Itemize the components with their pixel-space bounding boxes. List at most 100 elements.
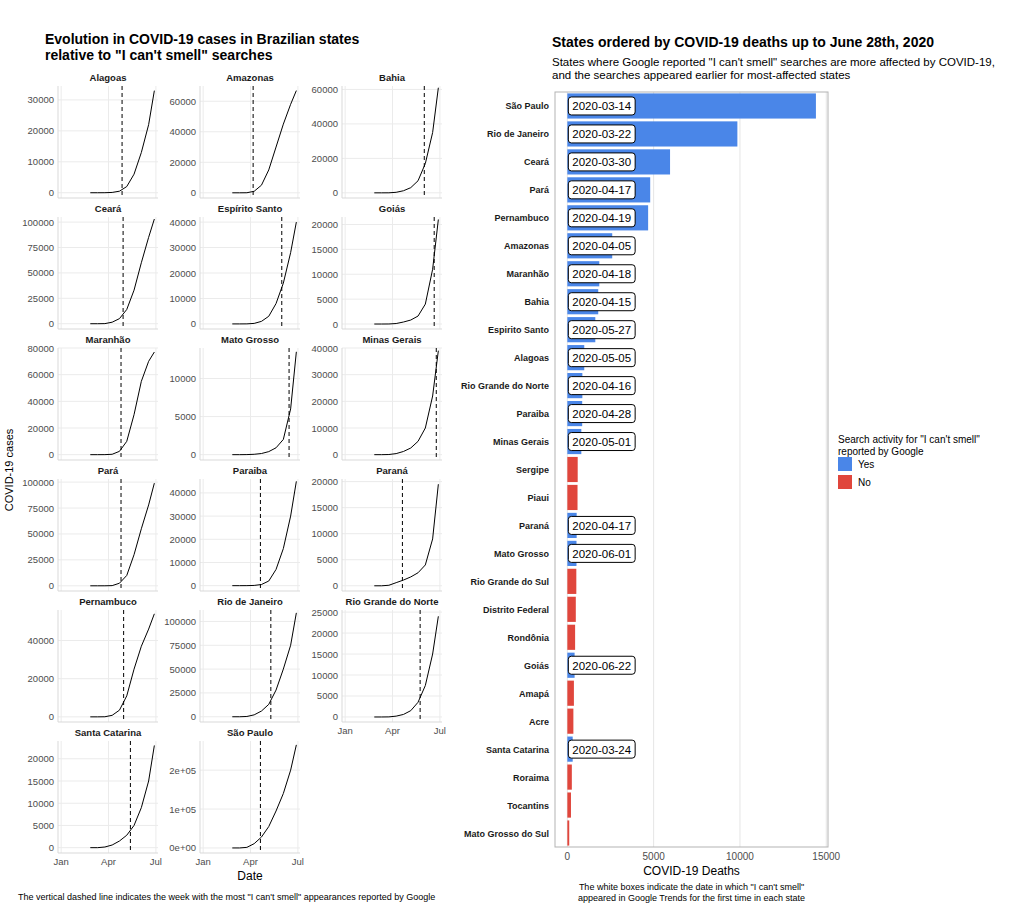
tick-label: 1e+05 — [169, 804, 196, 815]
axis-line — [200, 722, 300, 723]
grid-line — [58, 482, 158, 483]
grid-line — [155, 610, 156, 722]
facet: 0250005000075000100000Pará — [22, 465, 158, 591]
tick-label: 10000 — [28, 798, 54, 809]
label-box — [568, 740, 635, 758]
tick-label: Jan — [337, 725, 352, 736]
grid-line — [203, 741, 204, 853]
bar — [567, 820, 569, 845]
tick-label: 10000 — [726, 851, 754, 862]
grid-line — [200, 716, 300, 717]
grid-line — [392, 479, 393, 591]
cases-line — [374, 351, 438, 455]
tick-label: 0 — [49, 580, 54, 591]
grid-line — [342, 348, 442, 349]
tick-label: 100000 — [22, 217, 54, 228]
tick-label: 0e+00 — [169, 842, 196, 853]
tick-label: 5000 — [317, 690, 338, 701]
bar — [567, 93, 816, 118]
facet-title: Amazonas — [226, 72, 274, 83]
tick-label: 0 — [191, 187, 196, 198]
grid-line — [200, 645, 300, 646]
axis-line — [200, 86, 201, 198]
grid-line — [58, 348, 158, 349]
grid-line — [439, 86, 440, 198]
cases-line — [374, 219, 438, 324]
grid-line — [345, 86, 346, 198]
tick-label: 60000 — [170, 96, 196, 107]
plot-area — [374, 217, 438, 329]
category-label: Maranhão — [506, 269, 549, 279]
grid-line — [108, 86, 109, 198]
axis-line — [58, 198, 158, 199]
grid-line — [439, 479, 440, 591]
label-box — [568, 209, 635, 227]
plot-area — [90, 741, 154, 853]
bar — [567, 625, 575, 650]
plot-frame — [555, 92, 828, 847]
tick-label: 40000 — [170, 126, 196, 137]
category-label: Ceará — [524, 157, 550, 167]
caption: The white boxes indicate the date in whi… — [578, 882, 805, 903]
axis-line — [200, 217, 201, 329]
grid-line — [155, 741, 156, 853]
grid-line — [61, 348, 62, 460]
tick-label: Apr — [385, 725, 400, 736]
cases-line — [232, 352, 296, 455]
facet-title: Rio Grande do Norte — [346, 596, 439, 607]
tick-label: 25000 — [28, 293, 54, 304]
chart-title: States ordered by COVID-19 deaths up to … — [552, 34, 934, 50]
facet: 0100002000030000Alagoas — [28, 72, 158, 198]
facet-title: Alagoas — [90, 72, 127, 83]
grid-line — [200, 378, 300, 379]
date-label: 2020-03-22 — [572, 128, 631, 140]
plot-area — [567, 93, 816, 845]
tick-label: 40000 — [312, 118, 338, 129]
tick-label: 60000 — [28, 369, 54, 380]
tick-label: 20000 — [312, 628, 338, 639]
plot-area — [232, 479, 296, 591]
tick-label: 10000 — [170, 373, 196, 384]
plot-area — [232, 86, 296, 198]
axis-line — [58, 853, 158, 854]
category-label: Amazonas — [504, 241, 549, 251]
axis-line — [58, 591, 158, 592]
category-label: Amapá — [519, 689, 550, 699]
axis-line — [342, 329, 442, 330]
grid-line — [200, 131, 300, 132]
cases-line — [90, 745, 154, 847]
label-box — [568, 321, 635, 339]
category-label: Roraima — [513, 773, 550, 783]
bar — [567, 597, 575, 622]
grid-line — [203, 479, 204, 591]
grid-line — [58, 508, 158, 509]
grid-line — [342, 249, 442, 250]
date-label: 2020-05-01 — [572, 436, 631, 448]
tick-label: 0 — [49, 449, 54, 460]
facet: 010000200003000040000Minas Gerais — [312, 334, 442, 460]
bar — [567, 149, 670, 174]
tick-label: 5000 — [33, 820, 54, 831]
tick-label: 2e+05 — [169, 765, 196, 776]
grid-line — [392, 86, 393, 198]
grid-line — [342, 481, 442, 482]
legend-label: Yes — [858, 459, 874, 470]
facet: 02000040000Pernambuco — [28, 596, 158, 722]
tick-label: 15000 — [28, 776, 54, 787]
grid-line — [108, 348, 109, 460]
text-line: relative to "I can't smell" searches — [45, 47, 273, 63]
legend-key — [838, 457, 852, 471]
cases-line — [90, 352, 154, 455]
axis-line — [200, 591, 300, 592]
grid-line — [200, 492, 300, 493]
grid-line — [108, 741, 109, 853]
grid-line — [61, 479, 62, 591]
category-label: Sergipe — [516, 465, 549, 475]
axis-line — [342, 86, 343, 198]
grid-line — [58, 678, 158, 679]
tick-label: 15000 — [312, 502, 338, 513]
grid-line — [58, 640, 158, 641]
grid-line — [200, 516, 300, 517]
facet: 0200004000060000Amazonas — [170, 72, 300, 198]
legend-label: No — [858, 477, 871, 488]
